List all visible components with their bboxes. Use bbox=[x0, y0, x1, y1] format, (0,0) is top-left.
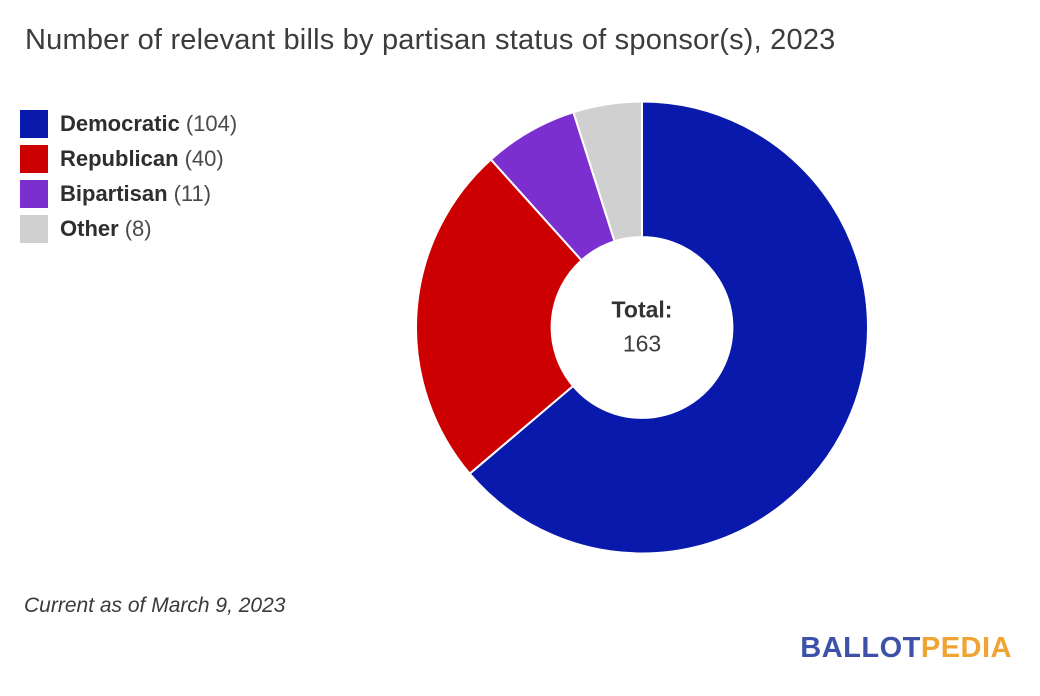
donut-center-label: Total: 163 bbox=[612, 294, 673, 359]
legend-category: Other bbox=[60, 216, 119, 241]
legend-item-republican: Republican (40) bbox=[20, 145, 237, 173]
legend-label-republican: Republican (40) bbox=[60, 146, 224, 172]
legend-category: Democratic bbox=[60, 111, 180, 136]
donut-slice-republican bbox=[415, 158, 583, 476]
ballotpedia-logo: BALLOTPEDIA bbox=[800, 632, 1012, 665]
legend-swatch-bipartisan bbox=[20, 180, 48, 208]
legend-label-democratic: Democratic (104) bbox=[60, 111, 237, 137]
legend-label-other: Other (8) bbox=[60, 216, 152, 242]
donut-slice-democratic bbox=[468, 100, 869, 555]
legend-category: Bipartisan bbox=[60, 181, 168, 206]
legend-item-other: Other (8) bbox=[20, 215, 237, 243]
legend-swatch-other bbox=[20, 215, 48, 243]
legend: Democratic (104) Republican (40) Bipartisa… bbox=[20, 110, 237, 250]
total-value: 163 bbox=[622, 330, 662, 357]
legend-label-bipartisan: Bipartisan (11) bbox=[60, 181, 211, 207]
footnote: Current as of March 9, 2023 bbox=[24, 594, 286, 617]
logo-ballot: BALLOT bbox=[800, 632, 921, 664]
legend-swatch-democratic bbox=[20, 110, 48, 138]
total-heading: Total: bbox=[611, 296, 673, 323]
legend-category: Republican bbox=[60, 146, 179, 171]
chart-title: Number of relevant bills by partisan sta… bbox=[25, 24, 836, 56]
logo-pedia: PEDIA bbox=[920, 632, 1012, 664]
legend-item-democratic: Democratic (104) bbox=[20, 110, 237, 138]
legend-count: (11) bbox=[173, 181, 212, 206]
legend-count: (40) bbox=[184, 146, 224, 171]
legend-item-bipartisan: Bipartisan (11) bbox=[20, 180, 237, 208]
legend-swatch-republican bbox=[20, 145, 48, 173]
legend-count: (104) bbox=[185, 111, 238, 136]
donut-slice-other bbox=[572, 100, 643, 243]
legend-count: (8) bbox=[124, 216, 152, 241]
